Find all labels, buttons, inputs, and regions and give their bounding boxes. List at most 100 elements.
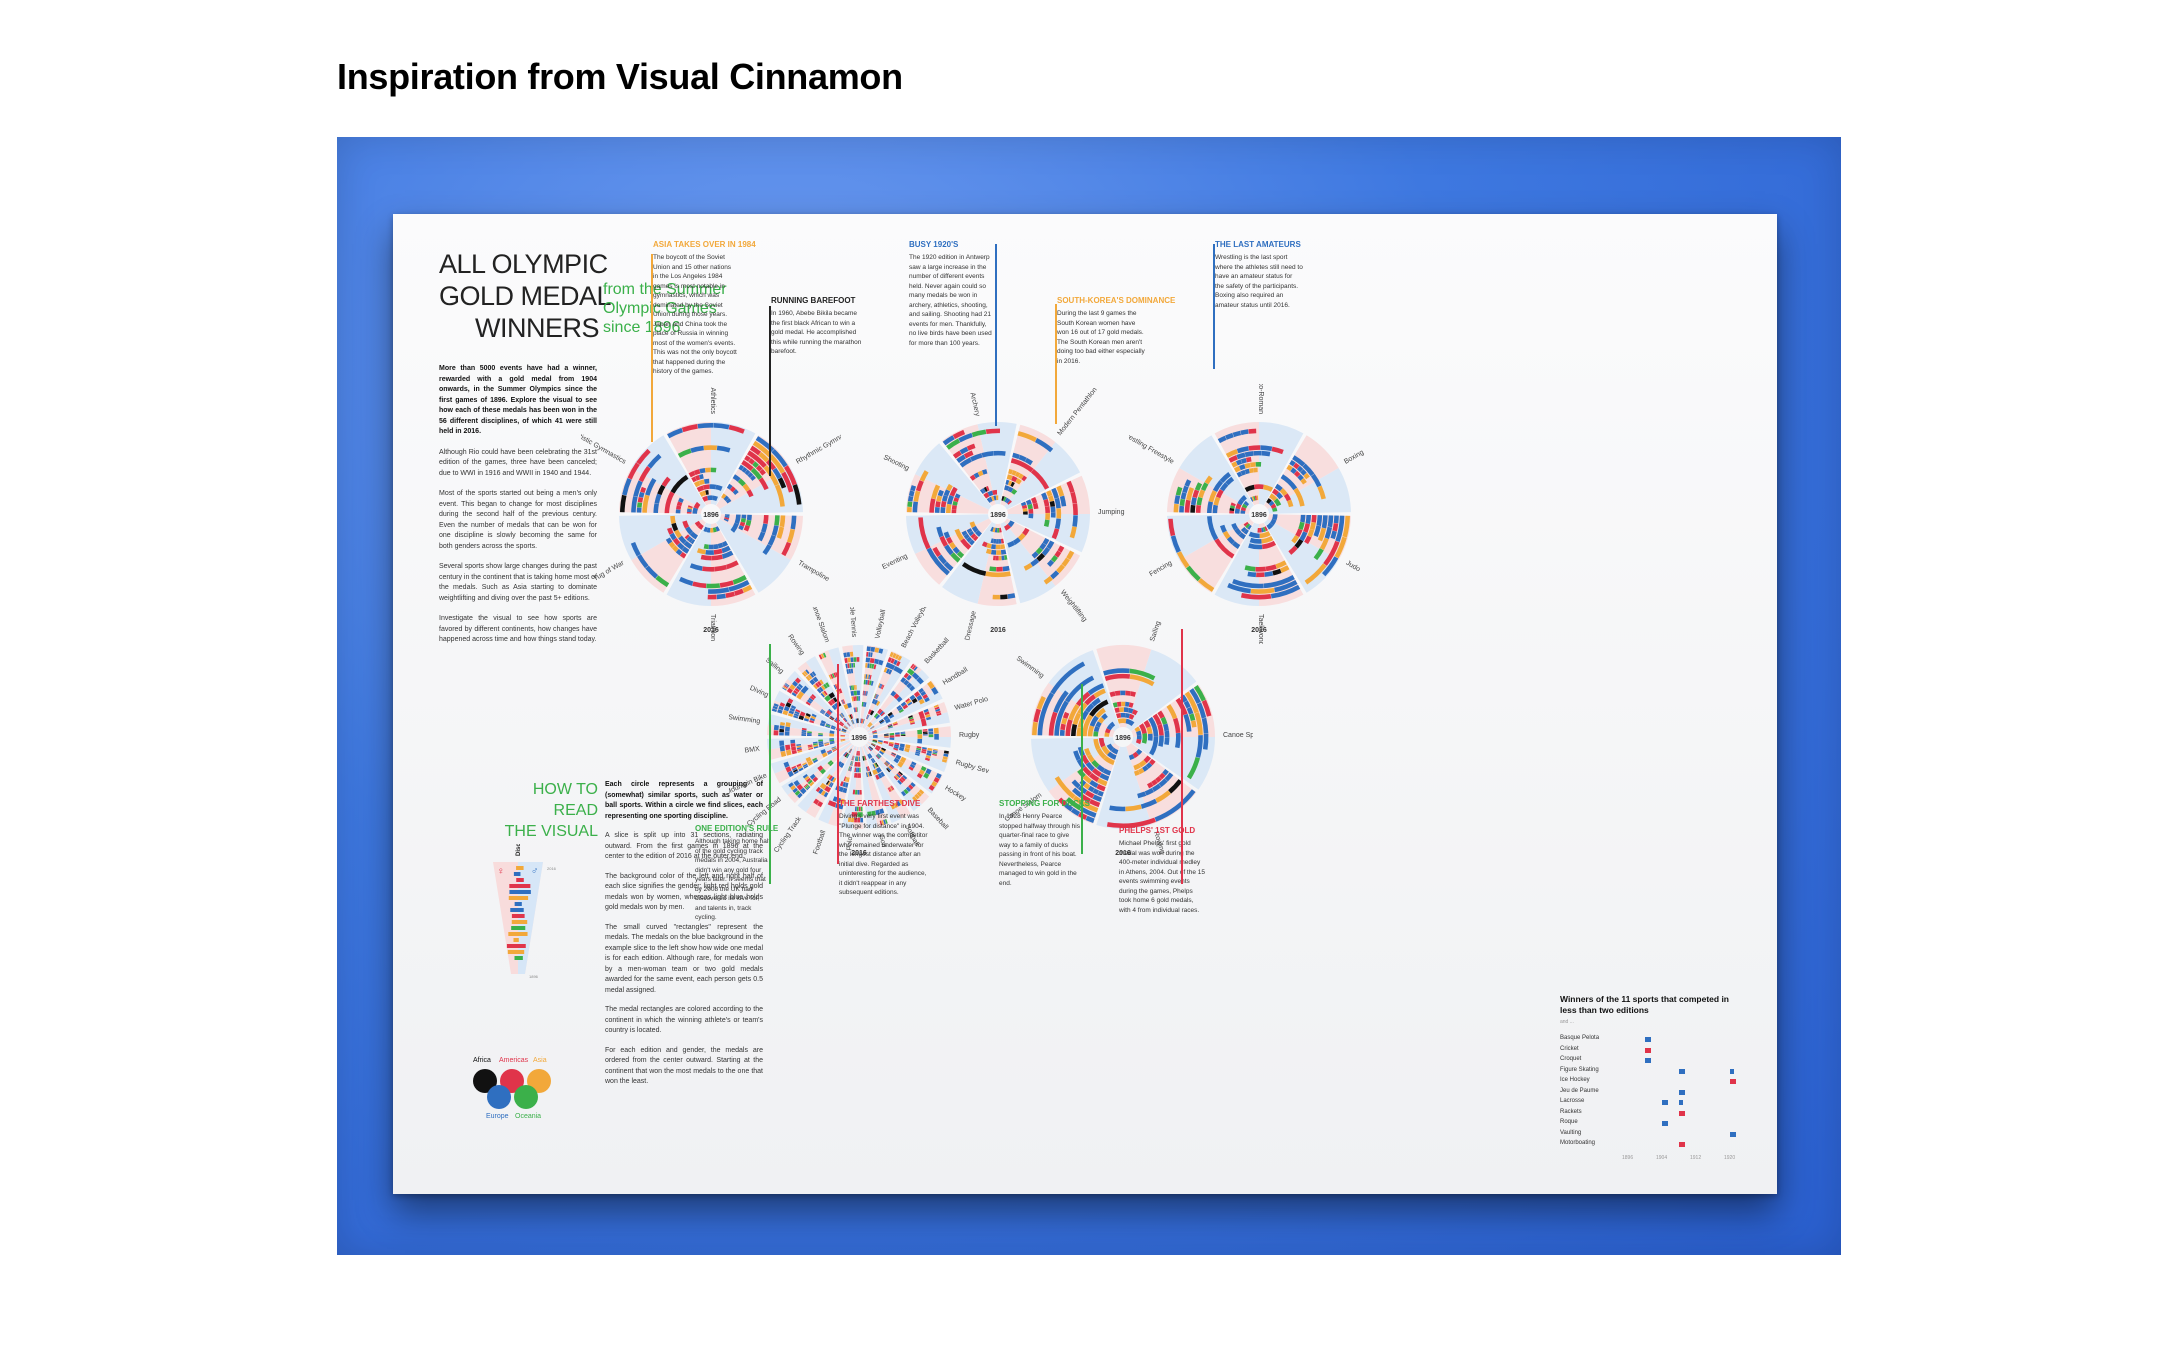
- slice-men-background: [1167, 514, 1251, 560]
- medal-mark: [931, 686, 939, 695]
- medal-mark: [1015, 478, 1022, 485]
- medal-mark: [991, 496, 995, 502]
- how-to-read-paragraph: For each edition and gender, the medals …: [605, 1046, 763, 1086]
- medal-mark: [829, 730, 835, 734]
- sport-label: Archery: [968, 392, 980, 418]
- medal-mark: [911, 697, 918, 704]
- slice-women-background: [977, 523, 1017, 606]
- medal-mark: [667, 427, 683, 439]
- medal-mark: [807, 732, 812, 735]
- medal-mark: [1182, 485, 1189, 494]
- medal-mark: [827, 700, 834, 706]
- poster-subtitle-line: from the Summer: [603, 281, 727, 298]
- sport-label: Canoe Slalom: [809, 607, 830, 644]
- medal-mark: [685, 526, 693, 535]
- medal-mark: [1162, 769, 1169, 776]
- medal-mark: [986, 542, 992, 549]
- medal-mark: [1093, 725, 1100, 732]
- medal-mark: [830, 716, 835, 720]
- medal-mark: [771, 525, 779, 537]
- small-chart-tick: 1912: [1690, 1154, 1702, 1161]
- medal-mark: [796, 783, 804, 791]
- medal-mark: [1021, 475, 1028, 482]
- medal-mark: [700, 554, 712, 561]
- medal-mark: [636, 554, 649, 569]
- medal-mark: [1018, 473, 1024, 480]
- medal-mark: [830, 674, 834, 679]
- medal-mark: [1302, 463, 1315, 477]
- medal-mark: [1037, 692, 1055, 736]
- medal-mark: [671, 522, 679, 532]
- medal-mark: [710, 527, 714, 533]
- medal-mark: [1043, 519, 1050, 527]
- sport-label: Tug of War: [592, 559, 626, 582]
- medal-mark: [645, 478, 657, 496]
- medal-mark: [1002, 565, 1010, 572]
- medal-mark: [1264, 571, 1274, 577]
- small-chart-row-label: Cricket: [1560, 1045, 1579, 1052]
- year-center-label: 1896: [703, 512, 719, 519]
- medal-mark: [1046, 490, 1053, 497]
- medal-mark: [900, 677, 907, 684]
- medal-mark: [872, 739, 878, 741]
- medal-mark: [845, 782, 849, 788]
- medal-mark: [850, 761, 853, 766]
- medal-mark: [851, 719, 854, 725]
- medal-mark: [1244, 565, 1256, 572]
- medal-mark: [878, 683, 882, 689]
- medal-mark: [922, 747, 927, 750]
- medal-mark: [862, 690, 864, 696]
- medal-mark: [1235, 503, 1242, 510]
- medal-mark: [1071, 723, 1078, 737]
- medal-mark: [918, 517, 931, 550]
- small-chart-row: Motorboating: [1560, 1140, 1740, 1151]
- medal-mark: [1050, 570, 1060, 580]
- medal-mark: [1304, 535, 1312, 545]
- medal-mark: [825, 682, 830, 688]
- medal-mark: [813, 743, 818, 746]
- medal-mark: [878, 648, 884, 654]
- medal-mark: [803, 670, 808, 676]
- medal-mark: [823, 690, 828, 696]
- medal-mark: [862, 718, 864, 724]
- medal-mark: [993, 450, 1006, 456]
- medal-mark: [627, 462, 640, 480]
- medal-mark: [1096, 748, 1107, 760]
- medal-mark: [928, 784, 935, 791]
- small-chart-subtitle: and ...: [1560, 1019, 1574, 1025]
- medal-mark: [966, 536, 973, 543]
- medal-mark: [788, 782, 794, 788]
- medal-mark: [898, 746, 905, 752]
- sport-label: Golf: [877, 834, 886, 848]
- medal-mark: [1247, 571, 1257, 578]
- medal-mark: [716, 593, 726, 600]
- medal-mark: [780, 751, 787, 758]
- medal-mark: [686, 511, 692, 514]
- medal-mark: [906, 699, 912, 705]
- medal-mark: [884, 762, 888, 767]
- medal-mark: [1168, 518, 1176, 537]
- medal-mark: [874, 746, 880, 752]
- medal-mark: [1141, 733, 1148, 744]
- medal-mark: [858, 756, 860, 762]
- medal-mark: [698, 479, 705, 486]
- medal-mark: [832, 697, 838, 703]
- medal-mark: [771, 448, 788, 468]
- medal-mark: [793, 715, 799, 719]
- medal-mark: [807, 699, 812, 704]
- medal-mark: [1240, 429, 1249, 436]
- medal-mark: [916, 676, 924, 685]
- medal-mark: [1155, 776, 1162, 783]
- medal-mark: [807, 734, 812, 737]
- small-chart-mark: [1645, 1037, 1651, 1042]
- medal-mark: [1179, 505, 1185, 513]
- medal-mark: [1201, 699, 1212, 717]
- medal-mark: [1268, 500, 1275, 507]
- medal-mark: [1023, 562, 1033, 571]
- medal-mark: [876, 754, 881, 759]
- medal-mark: [1300, 478, 1307, 485]
- medal-mark: [883, 667, 888, 673]
- medal-mark: [1060, 723, 1066, 731]
- medal-mark: [1043, 575, 1053, 585]
